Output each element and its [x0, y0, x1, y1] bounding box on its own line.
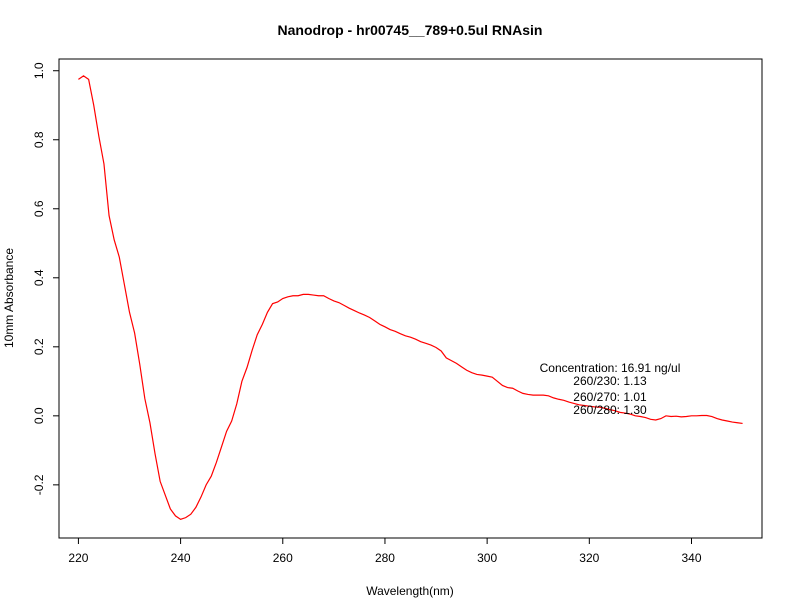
- x-axis: 220 240 260 280 300 320 340: [68, 538, 702, 565]
- y-tick-label: 0.2: [32, 338, 46, 355]
- concentration-label: Concentration: 16.91 ng/ul: [540, 361, 681, 375]
- ratio-260-280-label: 260/280: 1.30: [573, 403, 647, 417]
- x-tick-label: 260: [273, 551, 293, 565]
- ratio-260-270-label: 260/270: 1.01: [573, 390, 647, 404]
- x-tick-label: 220: [68, 551, 88, 565]
- y-tick-label: 1.0: [32, 62, 46, 79]
- y-tick-label: 0.4: [32, 269, 46, 286]
- y-tick-label: 0.0: [32, 407, 46, 424]
- ratio-260-230-label: 260/230: 1.13: [573, 374, 647, 388]
- y-axis: -0.2 0.0 0.2 0.4 0.6 0.8 1.0: [32, 62, 59, 495]
- y-axis-label: 10mm Absorbance: [2, 248, 16, 348]
- stats-annotation: Concentration: 16.91 ng/ul 260/230: 1.13…: [540, 361, 681, 417]
- absorbance-line: [78, 75, 743, 521]
- x-tick-label: 240: [171, 551, 191, 565]
- y-tick-label: 0.8: [32, 131, 46, 148]
- x-tick-label: 300: [477, 551, 497, 565]
- y-tick-label: 0.6: [32, 200, 46, 217]
- plot-frame: [58, 58, 763, 539]
- x-tick-label: 280: [375, 551, 395, 565]
- x-tick-label: 320: [579, 551, 599, 565]
- y-tick-label: -0.2: [32, 474, 46, 495]
- chart-title: Nanodrop - hr00745__789+0.5ul RNAsin: [278, 22, 543, 38]
- x-tick-label: 340: [681, 551, 701, 565]
- x-axis-label: Wavelength(nm): [366, 584, 454, 598]
